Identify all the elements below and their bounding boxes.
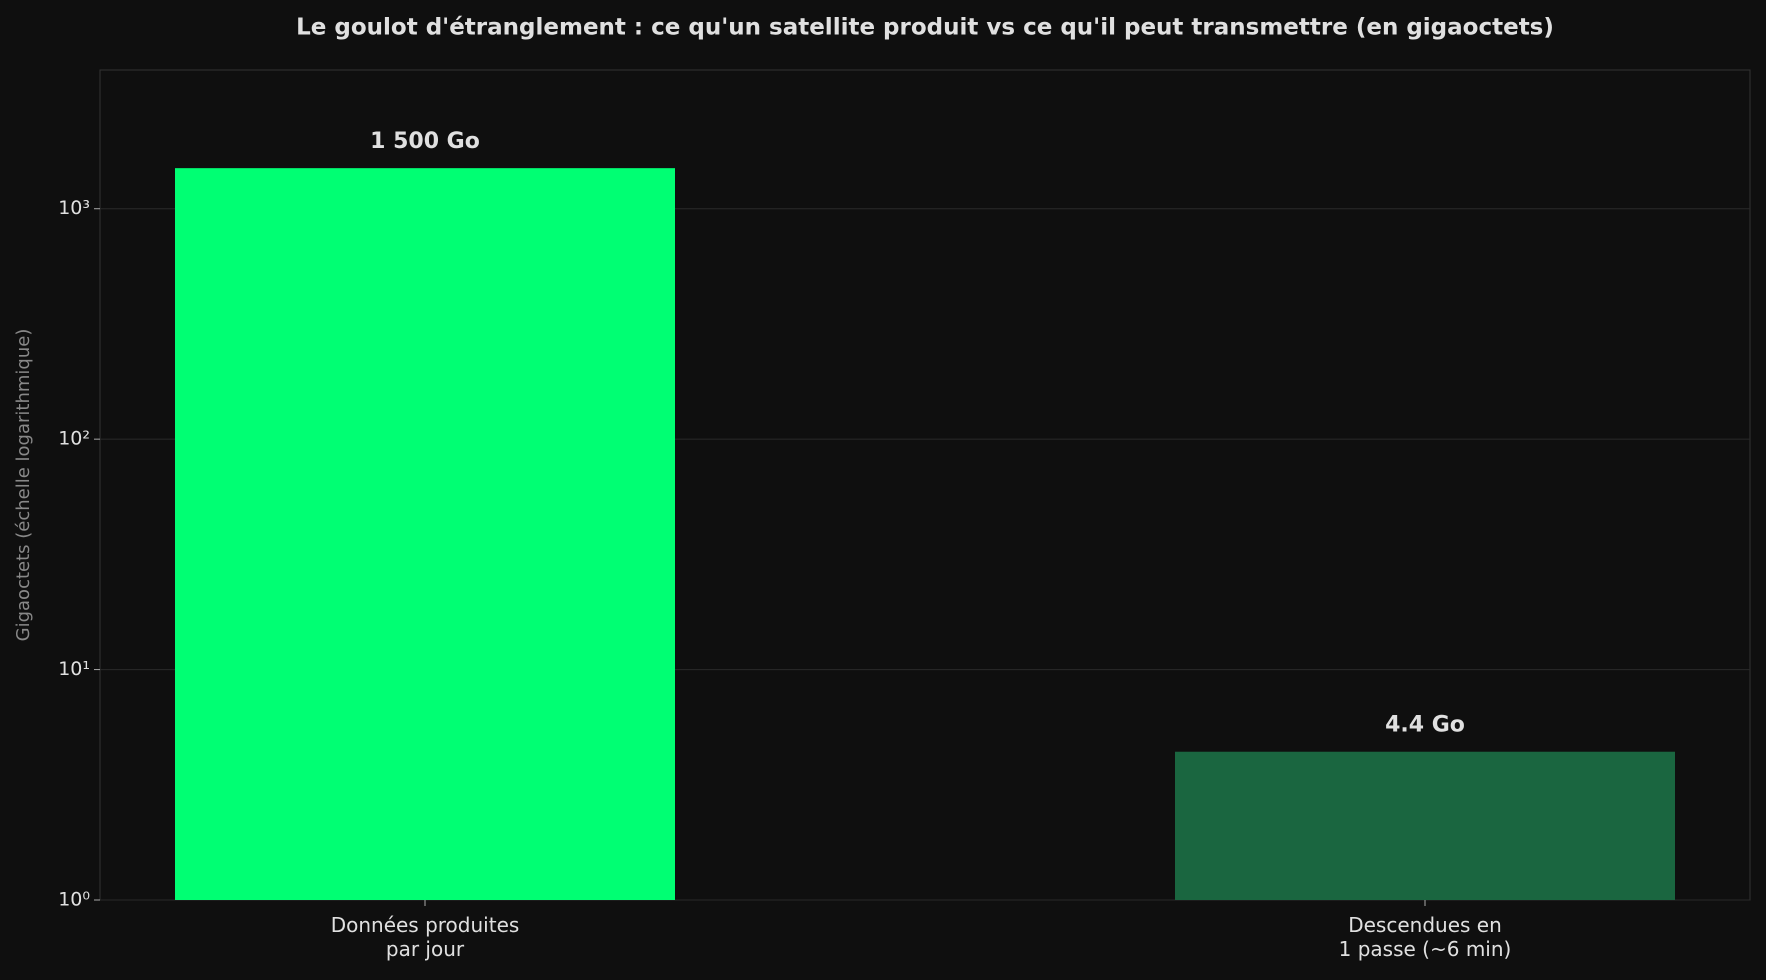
y-tick-label: 10⁰	[58, 889, 90, 911]
chart-title: Le goulot d'étranglement : ce qu'un sate…	[296, 15, 1554, 41]
y-tick-label: 10²	[58, 428, 90, 450]
bar	[1175, 751, 1675, 900]
x-tick-label: Données produites par jour	[331, 913, 520, 961]
bar	[175, 168, 675, 900]
x-tick-label: Descendues en 1 passe (~6 min)	[1339, 913, 1512, 961]
y-tick-label: 10³	[58, 197, 90, 219]
y-axis-label: Gigaoctets (échelle logarithmique)	[13, 329, 34, 642]
value-label: 4.4 Go	[1385, 713, 1465, 738]
value-label: 1 500 Go	[370, 129, 480, 154]
y-tick-label: 10¹	[58, 658, 90, 680]
